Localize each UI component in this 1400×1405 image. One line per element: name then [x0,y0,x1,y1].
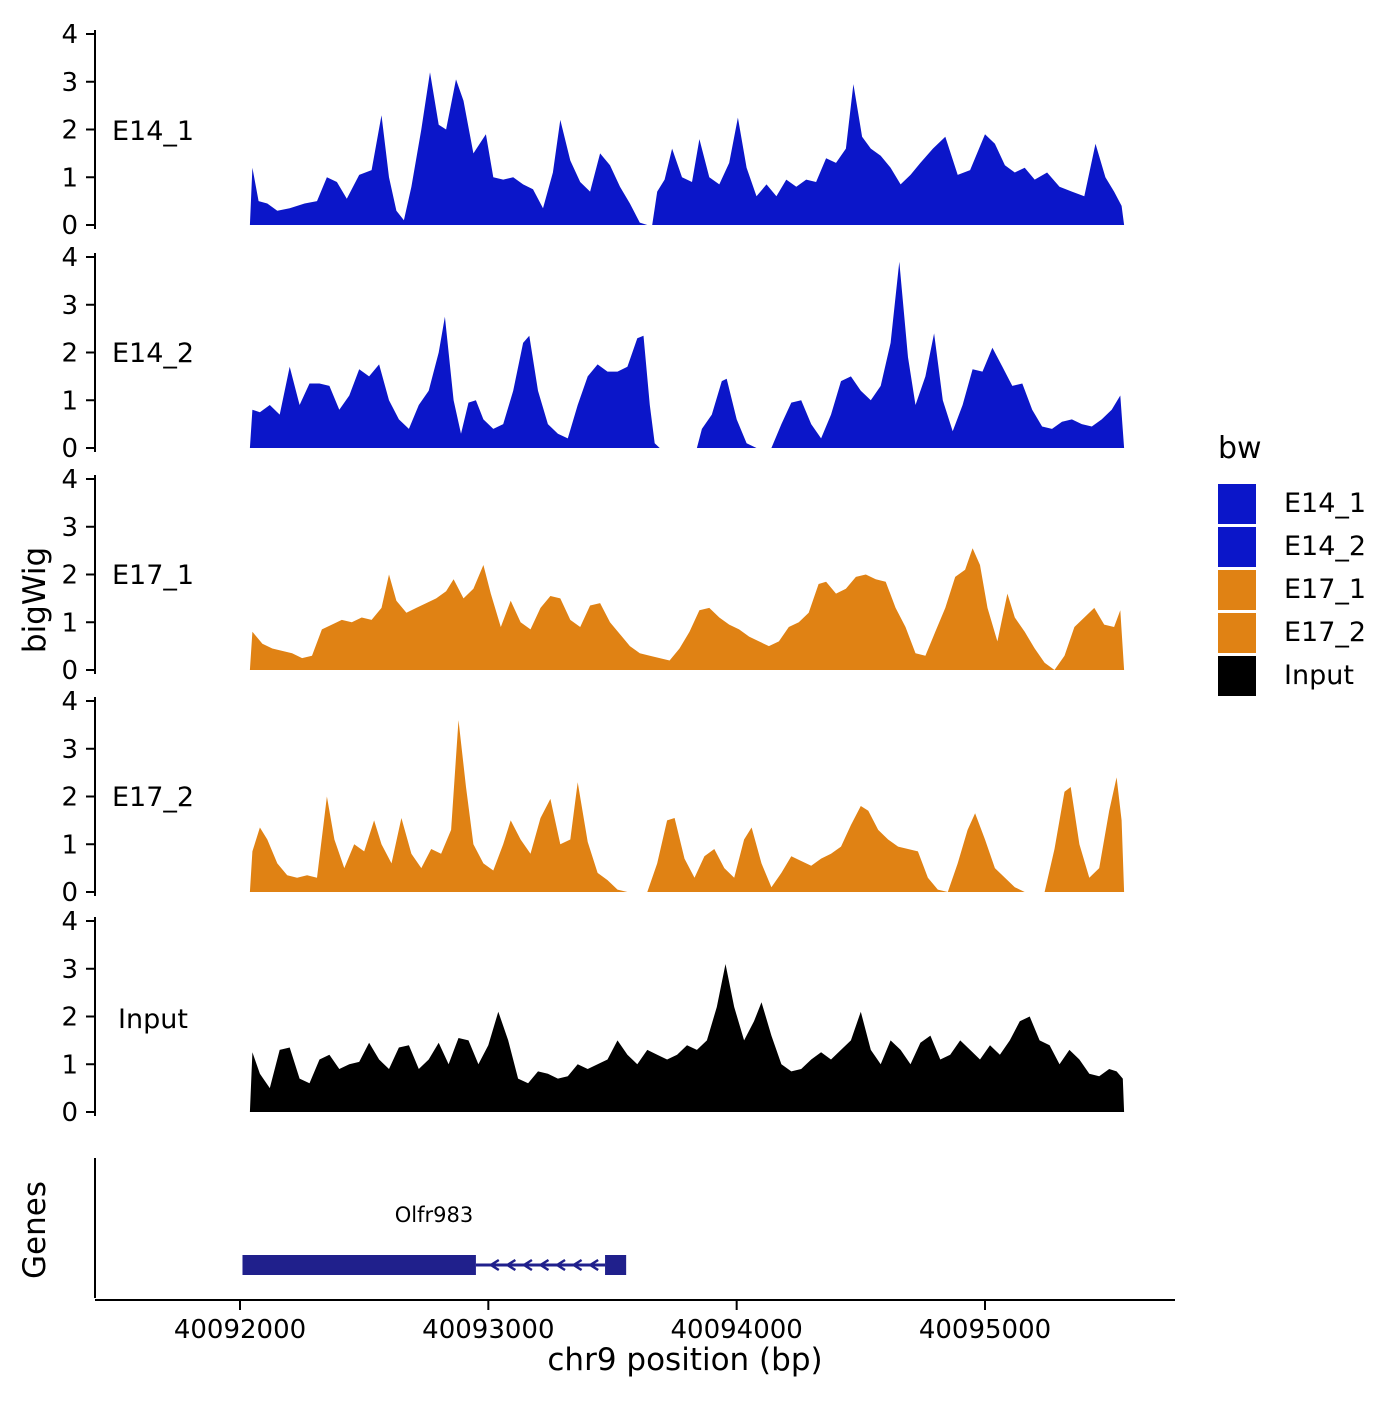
gene-exon-2 [605,1255,627,1275]
y-tick-label-Input-2: 2 [61,1003,78,1033]
y-tick-label-E14_1-2: 2 [61,116,78,146]
track-area-E14_2 [249,261,1125,448]
y-tick-label-E17_2-4: 4 [61,687,78,717]
track-E17_1: E17_1 [112,548,1125,670]
legend-swatch-E17_1 [1218,570,1256,610]
y-tick-label-E14_1-4: 4 [61,20,78,50]
gene-strand-arrow-left [539,1258,550,1272]
track-label-E14_1: E14_1 [112,116,194,147]
y-tick-label-E17_1-2: 2 [61,561,78,591]
gene-model-Olfr983 [242,1255,627,1275]
gene-strand-arrow-left [589,1258,599,1272]
y-tick-label-E17_2-2: 2 [61,783,78,813]
legend-label-E14_2: E14_2 [1284,531,1366,562]
y-tick-label-E14_1-0: 0 [61,211,78,241]
track-area-E17_2 [249,720,1125,892]
y-tick-label-Input-1: 1 [61,1050,78,1080]
legend-swatch-E17_2 [1218,613,1256,653]
gene-exon-1 [242,1255,476,1275]
genes-panel: Olfr983 [94,1158,627,1298]
gene-name-label: Olfr983 [395,1203,473,1227]
y-tick-label-E17_1-4: 4 [61,465,78,495]
y-tick-label-E14_1-1: 1 [61,163,78,193]
legend-label-Input: Input [1284,660,1354,691]
y-tick-label-E14_2-0: 0 [61,434,78,464]
track-area-Input [249,964,1125,1112]
track-label-E17_2: E17_2 [112,782,194,813]
y-tick-label-E17_2-0: 0 [61,878,78,908]
y-tick-label-E14_2-4: 4 [61,243,78,273]
track-area-E14_1 [249,72,1125,225]
legend-swatch-E14_2 [1218,527,1256,567]
legend-item-E14_1: E14_1 [1218,484,1366,524]
x-axis-title: chr9 position (bp) [547,1342,822,1378]
x-tick-label-40092000: 40092000 [174,1315,306,1345]
y-axis-title: bigWig [17,547,53,653]
legend-label-E17_1: E17_1 [1284,574,1366,605]
y-tick-label-E17_1-3: 3 [61,513,78,543]
track-E14_1: E14_1 [112,72,1125,225]
gene-strand-arrow-left [572,1258,583,1272]
gene-strand-arrow-left [506,1258,517,1272]
y-tick-label-E17_2-3: 3 [61,735,78,765]
legend-item-Input: Input [1218,656,1354,696]
y-tick-label-E14_2-2: 2 [61,339,78,369]
legend-swatch-E14_1 [1218,484,1256,524]
legend-title: bw [1218,431,1262,466]
y-tick-label-Input-0: 0 [61,1098,78,1128]
gene-strand-arrow-left [490,1258,500,1272]
legend-swatch-Input [1218,656,1256,696]
legend: bw E14_1 E14_2 E17_1 E17_2 Input [1218,431,1366,696]
track-label-E17_1: E17_1 [112,560,194,591]
y-tick-label-E14_1-3: 3 [61,68,78,98]
x-tick-label-40095000: 40095000 [919,1315,1051,1345]
track-label-Input: Input [118,1004,188,1035]
y-tick-label-E14_2-1: 1 [61,386,78,416]
y-tick-label-E17_1-0: 0 [61,656,78,686]
legend-item-E17_1: E17_1 [1218,570,1366,610]
track-E17_2: E17_2 [112,720,1125,892]
genes-section-title: Genes [17,1181,53,1279]
track-label-E14_2: E14_2 [112,338,194,369]
legend-item-E14_2: E14_2 [1218,527,1366,567]
legend-item-E17_2: E17_2 [1218,613,1366,653]
legend-label-E17_2: E17_2 [1284,617,1366,648]
x-axis: chr9 position (bp) [95,1299,1175,1378]
gene-strand-arrow-left [556,1258,566,1272]
x-tick-label-40093000: 40093000 [422,1315,554,1345]
x-tick-label-40094000: 40094000 [670,1315,802,1345]
gene-strand-arrow-left [523,1258,533,1272]
track-Input: Input [118,964,1125,1112]
legend-label-E14_1: E14_1 [1284,488,1366,519]
y-tick-label-Input-3: 3 [61,955,78,985]
y-tick-label-E17_1-1: 1 [61,608,78,638]
track-E14_2: E14_2 [112,261,1125,448]
track-area-E17_1 [249,548,1125,670]
y-tick-label-E17_2-1: 1 [61,830,78,860]
y-tick-label-E14_2-3: 3 [61,291,78,321]
y-tick-label-Input-4: 4 [61,907,78,937]
